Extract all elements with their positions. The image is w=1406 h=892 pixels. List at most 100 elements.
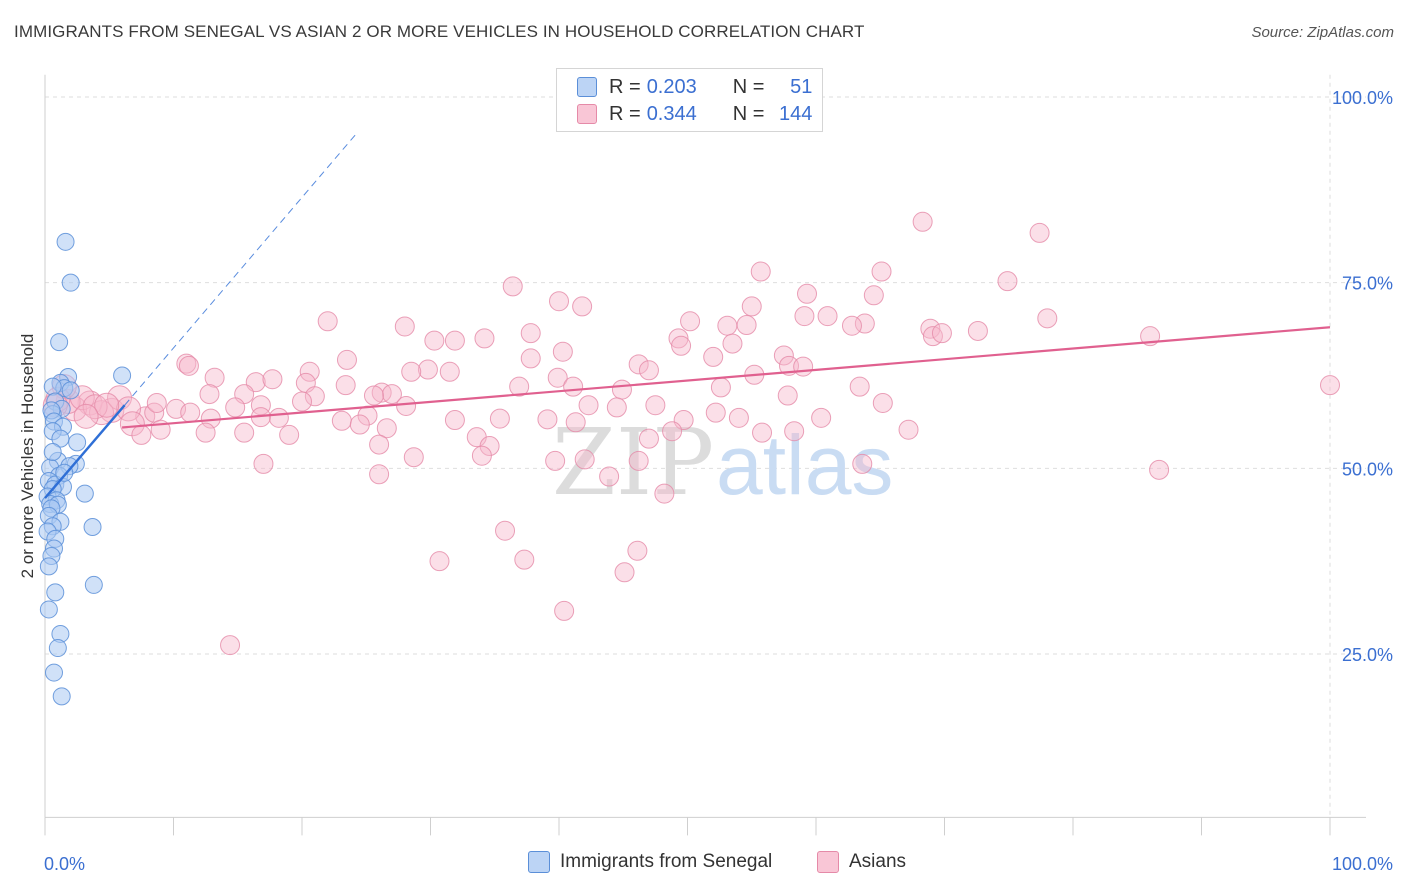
asians-point	[520, 348, 541, 369]
asians-point	[549, 291, 569, 312]
legend-item-senegal[interactable]: Immigrants from Senegal	[528, 851, 772, 873]
asians-point	[403, 447, 424, 468]
asians-point	[638, 360, 659, 381]
senegal-point	[46, 583, 65, 602]
asians-point	[628, 354, 649, 375]
asians-point	[705, 402, 726, 423]
asians-point	[1029, 222, 1050, 243]
source-label: Source: ZipAtlas.com	[1251, 24, 1394, 41]
asians-point	[565, 412, 586, 433]
senegal-point	[75, 484, 94, 503]
legend-n-label: N =	[732, 102, 765, 125]
asians-point	[627, 540, 648, 561]
asians-point	[73, 403, 99, 429]
asians-trend-line	[122, 326, 1331, 429]
senegal-point	[56, 232, 75, 251]
asians-point	[578, 395, 599, 416]
asians-point	[563, 376, 584, 397]
asians-point	[750, 261, 771, 282]
asians-point	[268, 407, 289, 428]
asians-point	[199, 384, 220, 405]
legend-item-asians[interactable]: Asians	[817, 851, 906, 873]
asians-point	[703, 346, 724, 367]
asians-point	[680, 311, 701, 332]
watermark-zip: ZIP	[552, 409, 714, 516]
asians-point	[872, 392, 893, 413]
asians-point	[537, 409, 558, 430]
asians-point	[250, 395, 271, 416]
asians-point	[471, 445, 492, 466]
asians-point	[279, 424, 300, 445]
legend-row-asians: R = 0.344 N = 144	[577, 102, 812, 126]
asians-point	[547, 367, 568, 388]
asians-point	[444, 330, 465, 351]
asians-point	[335, 375, 356, 396]
asians-point	[920, 318, 941, 339]
senegal-point	[43, 377, 62, 396]
senegal-trend-extension	[124, 133, 357, 406]
asians-point	[204, 367, 225, 388]
y-axis-label: 2 or more Vehicles in Household	[18, 333, 37, 579]
senegal-point	[39, 557, 58, 576]
chart-title: IMMIGRANTS FROM SENEGAL VS ASIAN 2 OR MO…	[14, 22, 865, 41]
asians-point	[520, 323, 541, 344]
asians-point	[371, 382, 392, 403]
asians-point	[614, 562, 635, 583]
asians-point	[849, 376, 870, 397]
grid-lines	[45, 74, 1366, 818]
senegal-point	[52, 687, 71, 706]
asians-point	[654, 483, 675, 504]
asians-point	[794, 306, 815, 327]
asians-point	[545, 450, 566, 471]
legend-swatch-pink	[577, 104, 597, 124]
senegal-trend-line	[44, 404, 126, 499]
asians-point	[554, 600, 575, 621]
asians-point	[396, 395, 417, 416]
legend-swatch-blue	[528, 851, 550, 873]
senegal-point	[50, 333, 69, 352]
asians-point	[304, 386, 325, 407]
asians-point	[599, 466, 620, 487]
senegal-point	[83, 518, 102, 537]
senegal-point	[43, 442, 62, 461]
senegal-point	[51, 429, 70, 448]
asians-point	[728, 407, 749, 428]
asians-point	[784, 421, 805, 442]
asians-point	[662, 421, 683, 442]
asians-point	[793, 356, 814, 377]
asians-point	[552, 341, 573, 362]
asians-point	[574, 449, 595, 470]
asians-point	[369, 434, 390, 455]
asians-point	[349, 414, 370, 435]
asians-point	[797, 283, 818, 304]
trend-lines	[44, 133, 1331, 499]
asians-point	[752, 422, 773, 443]
asians-point	[1320, 375, 1340, 396]
correlation-legend: R = 0.203 N = 51 R = 0.344 N = 144	[556, 68, 823, 132]
asians-point	[1149, 459, 1170, 480]
asians-point	[331, 410, 352, 431]
legend-n-label: N =	[732, 75, 765, 98]
legend-n-value: 51	[790, 75, 813, 98]
asians-point	[736, 314, 757, 335]
asians-point	[317, 311, 338, 332]
asians-point	[116, 396, 142, 422]
senegal-point	[39, 600, 58, 619]
asians-point	[841, 315, 862, 336]
y-tick-label: 75.0%	[1342, 274, 1393, 294]
asians-point	[854, 313, 875, 334]
x-tick-label-min: 0.0%	[44, 854, 85, 874]
asians-point	[722, 333, 743, 354]
watermark-atlas: atlas	[716, 418, 893, 512]
senegal-point	[68, 433, 87, 452]
legend-row-senegal: R = 0.203 N = 51	[577, 75, 812, 99]
asians-point	[417, 359, 438, 380]
asians-point	[898, 419, 919, 440]
asians-point	[94, 392, 120, 418]
senegal-point	[61, 381, 80, 400]
asians-point	[997, 271, 1018, 292]
asians-point	[401, 361, 422, 382]
asians-point	[146, 392, 167, 413]
legend-r-label: R =	[609, 102, 641, 125]
asians-point	[299, 361, 320, 382]
